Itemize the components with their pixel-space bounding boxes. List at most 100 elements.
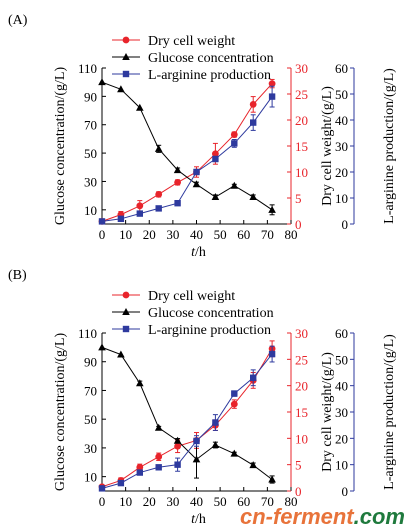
x-tick-label: 80 [285,494,298,509]
data-point-triangle [98,343,106,351]
left-axis-title: Glucose concentration/(g/L) [53,333,68,492]
dcw-tick-label: 30 [295,61,308,76]
data-point-square [136,210,143,217]
dcw-tick-label: 25 [295,352,308,367]
dcw-tick-label: 10 [295,165,308,180]
data-point-circle [230,131,238,138]
arginine-tick-label: 20 [335,165,348,180]
data-point-triangle [268,475,276,483]
x-tick-label: 60 [237,227,250,242]
arginine-axis-title: L-arginine production/(g/L) [382,68,397,224]
left-tick-label: 70 [84,383,97,398]
arginine-tick-label: 30 [335,405,348,420]
dcw-tick-label: 0 [295,217,302,232]
dcw-tick-label: 15 [295,139,308,154]
left-tick-label: 50 [84,146,97,161]
data-point-square [193,168,200,176]
series-line-triangle [101,346,273,480]
x-tick-label: 0 [99,227,106,242]
data-point-square [117,215,125,222]
legend-label: L-arginine production [148,68,271,83]
left-tick-label: 110 [78,61,97,76]
data-point-circle [136,202,144,210]
data-point-circle [212,150,219,158]
left-tick-label: 30 [84,441,97,456]
x-tick-label: 70 [261,227,274,242]
x-tick-label: 40 [190,494,203,509]
data-point-square [174,461,181,468]
series-line-triangle [101,81,273,211]
data-point-triangle [249,461,257,469]
arginine-tick-label: 50 [335,352,348,367]
legend-label: L-arginine production [148,323,271,338]
data-point-circle [249,101,257,108]
x-axis-title-variable: t [191,245,196,260]
dcw-tick-label: 15 [295,405,308,420]
data-point-triangle [98,78,106,86]
series-line-circle [101,348,273,488]
panel-a: (A)0 10 20 30 40 50 60 70 80t/h1030507090110Gluc… [8,13,397,260]
series-line-square [101,96,273,222]
dcw-axis-title: Dry cell weight/(g/L) [320,352,335,472]
data-point-square [98,485,106,492]
data-point-triangle [136,379,144,387]
data-point-triangle [230,181,239,189]
x-tick-label: 30 [166,227,179,242]
watermark-brand: cn-ferment [240,504,355,529]
data-point-square [155,205,162,212]
watermark-domain: .com [354,504,405,529]
left-tick-label: 30 [84,174,97,189]
dcw-tick-label: 5 [295,458,302,473]
data-point-square [250,119,257,126]
left-tick-label: 110 [78,326,97,341]
data-point-circle [155,190,163,198]
data-point-circle [174,179,182,186]
data-point-circle [230,400,238,408]
data-point-circle [136,463,144,471]
x-tick-label: 20 [143,227,156,242]
x-tick-label: 10 [119,494,132,509]
data-point-square [231,140,238,147]
arginine-tick-label: 40 [335,113,348,128]
dcw-tick-label: 30 [295,326,308,341]
legend-marker-circle [122,36,130,44]
data-point-circle [174,442,182,450]
arginine-tick-label: 0 [342,217,349,232]
x-tick-label: 20 [143,494,156,509]
arginine-tick-label: 40 [335,379,348,394]
arginine-tick-label: 0 [342,484,349,499]
arginine-tick-label: 10 [335,191,348,206]
x-axis-title-unit: /h [195,245,206,260]
data-point-triangle [268,205,276,213]
x-axis-title-variable: t [191,512,196,527]
arginine-tick-label: 30 [335,139,348,154]
data-point-square [212,155,219,163]
left-tick-label: 10 [84,470,97,485]
data-point-circle [155,453,163,461]
series-line-square [101,353,273,489]
x-axis-title: t/h [191,512,206,527]
arginine-axis-title: L-arginine production/(g/L) [382,334,397,490]
data-point-triangle [249,193,257,201]
dcw-tick-label: 0 [295,484,302,499]
data-point-square [136,469,143,476]
data-point-triangle [230,449,239,457]
panel-b: (B)0 10 20 30 40 50 60 70 80t/h1030507090110Gluc… [8,268,397,527]
x-tick-label: 40 [190,227,203,242]
x-tick-label: 60 [237,494,250,509]
arginine-tick-label: 60 [335,326,348,341]
data-point-triangle [173,166,182,174]
legend-marker-circle [122,291,130,299]
data-point-square [250,374,257,381]
data-point-triangle [192,180,201,188]
left-tick-label: 90 [84,355,97,370]
arginine-tick-label: 60 [335,61,348,76]
legend-marker-triangle [122,53,130,60]
panel-label: (A) [8,13,28,28]
x-tick-label: 50 [214,494,227,509]
legend-label: Dry cell weight [148,34,235,49]
x-tick-label: 30 [166,494,179,509]
dcw-tick-label: 25 [295,87,308,102]
x-tick-label: 0 [99,494,106,509]
